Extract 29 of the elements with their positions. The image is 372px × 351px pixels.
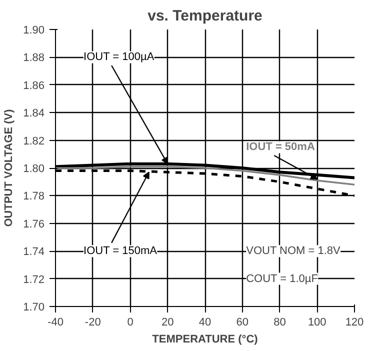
x-tick-label: 80 xyxy=(274,316,286,328)
y-axis-title: OUTPUT VOLTAGE (V) xyxy=(3,108,16,227)
y-tick-label: 1.76 xyxy=(23,218,45,230)
y-tick-label: 1.88 xyxy=(23,52,45,64)
y-tick-label: 1.72 xyxy=(23,274,45,286)
text: IOUT = 150mA xyxy=(84,245,158,258)
x-tick-label: 100 xyxy=(308,316,326,328)
series-label: IOUT = 50mA xyxy=(246,141,315,154)
annotation: VOUT NOM = 1.8V xyxy=(246,245,342,258)
x-axis-title: TEMPERATURE (°C) xyxy=(152,334,258,346)
y-tick-label: 1.74 xyxy=(23,246,45,258)
x-tick-label: 60 xyxy=(236,316,249,328)
chart-title: vs. Temperature xyxy=(148,8,262,24)
y-tick-label: 1.84 xyxy=(23,108,45,120)
text: IOUT = 100µA xyxy=(84,51,155,64)
x-tick-label: 120 xyxy=(345,316,364,328)
line-series xyxy=(56,166,354,186)
y-tick-label: 1.90 xyxy=(23,24,45,36)
x-tick-label: 40 xyxy=(198,316,212,328)
y-tick-label: 1.78 xyxy=(23,190,45,203)
x-tick-label: -20 xyxy=(84,316,101,328)
annotation: COUT = 1.0µF xyxy=(246,272,318,285)
y-tick-label: 1.82 xyxy=(23,135,45,148)
x-tick-label: -40 xyxy=(48,316,64,328)
x-tick-label: 0 xyxy=(127,316,134,328)
y-tick-label: 1.70 xyxy=(23,302,45,314)
y-tick-label: 1.80 xyxy=(23,163,45,175)
y-tick-label: 1.86 xyxy=(23,80,45,92)
x-tick-label: 20 xyxy=(162,316,174,328)
